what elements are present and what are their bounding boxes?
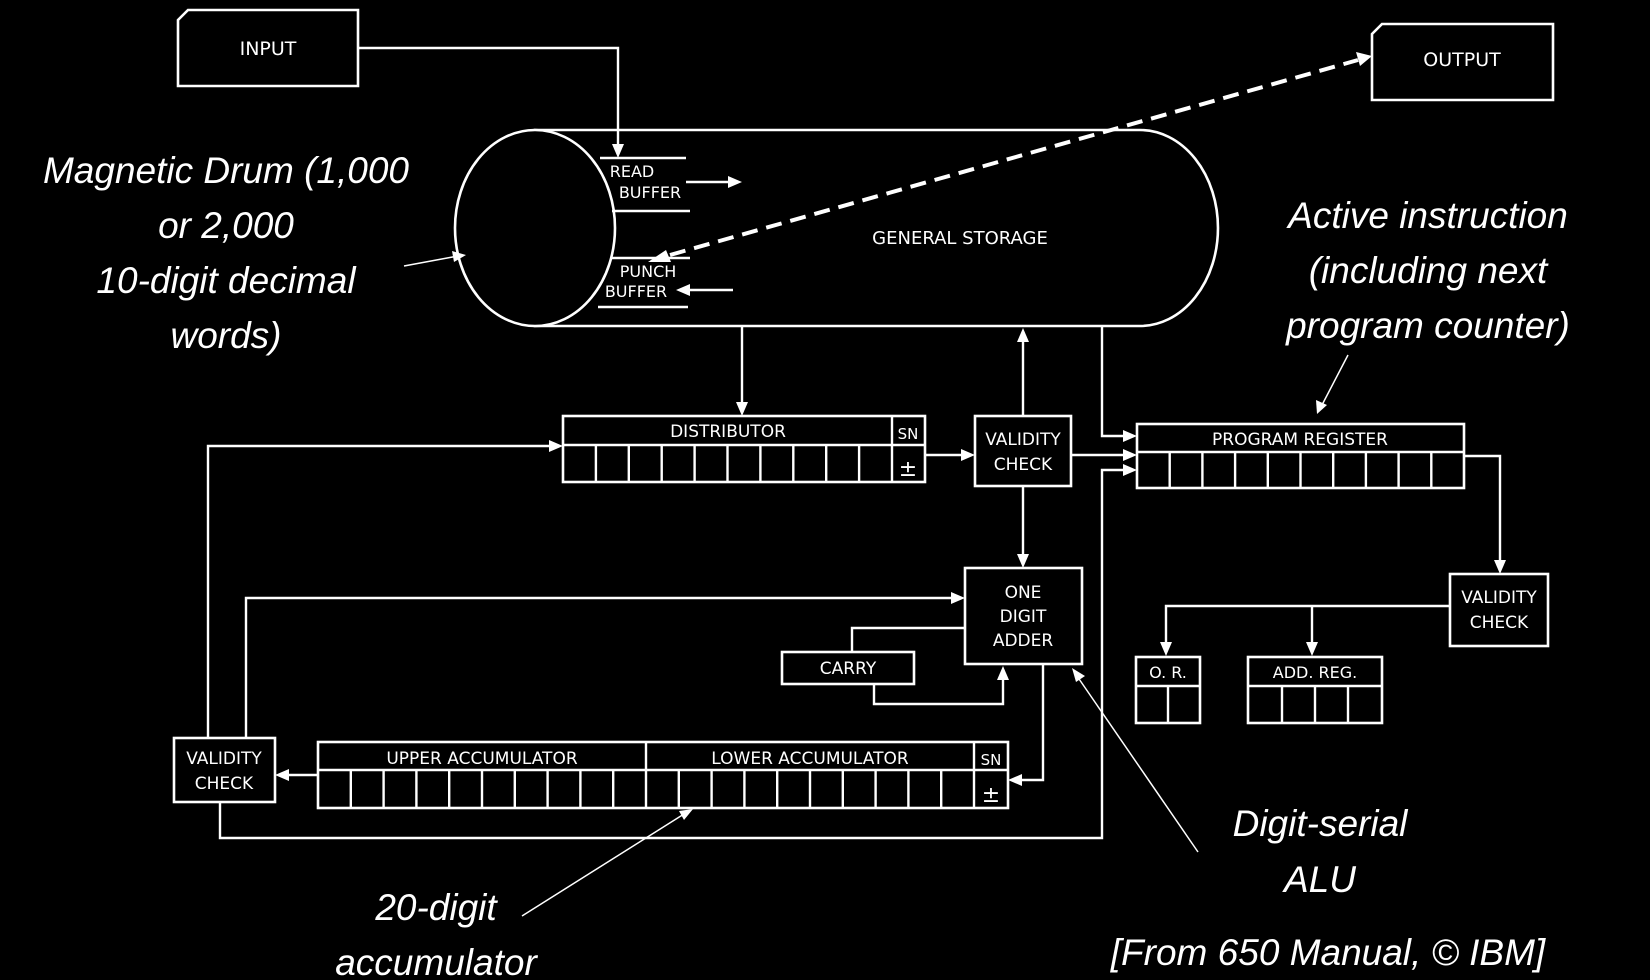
address-register: ADD. REG. (1246, 655, 1384, 725)
general-storage-label: GENERAL STORAGE (872, 228, 1048, 249)
distributor-sign-symbol: ± (899, 457, 917, 482)
adder-label-3: ADDER (993, 631, 1054, 651)
drum-note-line-1: Magnetic Drum (1,000 (43, 150, 409, 191)
alu-note-line-1: Digit-serial (1233, 803, 1410, 844)
source-credit: [From 650 Manual, © IBM] (1110, 932, 1546, 973)
program-register-label: PROGRAM REGISTER (1212, 430, 1388, 450)
carry-register: CARRY (780, 650, 916, 686)
drum-end-face (453, 128, 617, 328)
distributor-sign-label: SN (898, 425, 919, 443)
distributor-label: DISTRIBUTOR (670, 422, 786, 442)
adder-label-1: ONE (1005, 583, 1042, 603)
distributor-register: DISTRIBUTOR SN ± (561, 414, 927, 484)
alu-note-line-2: ALU (1282, 859, 1356, 900)
accumulator-sign-label: SN (981, 751, 1002, 769)
drum-note-line-2: or 2,000 (158, 205, 294, 246)
adder-label-2: DIGIT (1000, 607, 1047, 627)
accumulator-note-line-2: accumulator (335, 942, 538, 980)
validity-check-left: VALIDITY CHECK (172, 736, 277, 804)
operation-register-label: O. R. (1149, 663, 1187, 682)
input-label: INPUT (240, 38, 297, 60)
output-block: OUTPUT (1370, 22, 1555, 102)
validity-check-right-label-2: CHECK (1470, 613, 1529, 633)
active-note-line-3: program counter) (1285, 305, 1570, 346)
lower-accumulator-label: LOWER ACCUMULATOR (711, 749, 909, 769)
address-register-label: ADD. REG. (1273, 663, 1357, 682)
validity-check-right: VALIDITY CHECK (1448, 572, 1550, 648)
read-buffer-label-1: READ (610, 162, 655, 181)
upper-accumulator-label: UPPER ACCUMULATOR (386, 749, 577, 769)
punch-buffer-label-1: PUNCH (620, 262, 677, 281)
accumulator-note-line-1: 20-digit (374, 887, 498, 928)
operation-register: O. R. (1134, 655, 1202, 725)
validity-check-center-label-2: CHECK (994, 455, 1053, 475)
drum-note-line-3: 10-digit decimal (96, 260, 357, 301)
one-digit-adder: ONE DIGIT ADDER (963, 566, 1084, 666)
output-label: OUTPUT (1423, 49, 1501, 71)
validity-check-left-label-2: CHECK (195, 774, 254, 794)
distributor-digit-cells (594, 445, 861, 482)
drum-annotation: Magnetic Drum (1,000 or 2,000 10-digit d… (43, 150, 466, 356)
validity-check-left-label-1: VALIDITY (186, 749, 262, 769)
active-note-line-1: Active instruction (1286, 195, 1568, 236)
read-buffer-label-2: BUFFER (619, 183, 681, 202)
accumulator-annotation: 20-digit accumulator (335, 809, 693, 980)
active-instruction-annotation: Active instruction (including next progr… (1285, 195, 1570, 414)
carry-label: CARRY (820, 659, 877, 679)
input-block: INPUT (176, 8, 360, 88)
program-register: PROGRAM REGISTER (1135, 422, 1466, 490)
magnetic-drum: READ BUFFER PUNCH BUFFER GENERAL STORAGE (453, 128, 1220, 328)
active-note-line-2: (including next (1309, 250, 1549, 291)
validity-check-right-label-1: VALIDITY (1461, 588, 1537, 608)
punch-buffer-label-2: BUFFER (605, 282, 667, 301)
accumulator-sign-symbol: ± (982, 783, 1000, 808)
alu-annotation: Digit-serial ALU (1072, 668, 1409, 900)
accumulator: UPPER ACCUMULATOR LOWER ACCUMULATOR SN ± (316, 740, 1010, 810)
accumulator-digit-cells (349, 770, 943, 808)
drum-note-line-4: words) (170, 315, 281, 356)
program-register-digit-cells (1168, 452, 1433, 488)
validity-check-center: VALIDITY CHECK (973, 414, 1073, 488)
validity-check-center-label-1: VALIDITY (985, 430, 1061, 450)
